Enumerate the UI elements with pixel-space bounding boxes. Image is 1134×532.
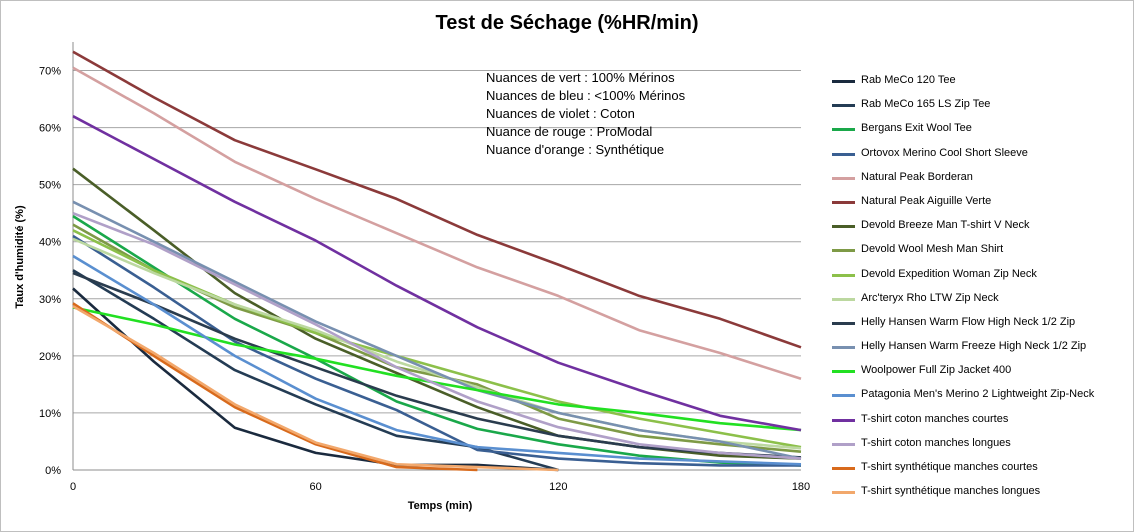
annotation-line: Nuances de bleu : <100% Mérinos [486, 88, 686, 103]
legend-swatch [832, 225, 855, 229]
legend-item: Helly Hansen Warm Flow High Neck 1/2 Zip [830, 315, 1130, 339]
x-axis-label: Temps (min) [407, 500, 473, 512]
series-line [72, 302, 478, 472]
x-tick-label: 180 [792, 481, 810, 493]
y-tick-label: 30% [39, 294, 61, 306]
annotation-line: Nuances de vert : 100% Mérinos [486, 70, 675, 85]
legend-label: Devold Expedition Woman Zip Neck [861, 267, 1037, 280]
legend-swatch [832, 80, 855, 83]
legend-item: Devold Breeze Man T-shirt V Neck [830, 218, 1130, 242]
series-line [72, 234, 801, 467]
legend-label: Bergans Exit Wool Tee [861, 122, 972, 135]
series-lines [72, 50, 802, 472]
series-line [72, 306, 802, 432]
legend-swatch [832, 273, 855, 277]
legend-swatch [832, 491, 855, 495]
legend-swatch [832, 346, 855, 350]
y-axis-label: Taux d'humidité (%) [14, 205, 26, 309]
legend-label: Devold Wool Mesh Man Shirt [861, 243, 1004, 256]
annotation-line: Nuance d'orange : Synthétique [486, 142, 665, 157]
legend-item: Natural Peak Borderan [830, 170, 1130, 194]
series-line [72, 115, 802, 432]
legend-swatch [832, 128, 855, 132]
y-tick-label: 60% [39, 123, 61, 135]
legend-label: Helly Hansen Warm Freeze High Neck 1/2 Z… [861, 340, 1087, 353]
legend-label: Woolpower Full Zip Jacket 400 [861, 364, 1012, 377]
legend-label: T-shirt coton manches courtes [861, 412, 1009, 425]
legend-label: Patagonia Men's Merino 2 Lightweight Zip… [861, 388, 1095, 401]
y-tick-label: 40% [39, 237, 61, 249]
legend-swatch [832, 297, 855, 301]
y-tick-label: 70% [39, 66, 61, 78]
legend-swatch [832, 467, 855, 470]
legend-item: Natural Peak Aiguille Verte [830, 194, 1130, 218]
legend: Rab MeCo 120 Tee Rab MeCo 165 LS Zip Tee B… [830, 73, 1130, 508]
x-tick-label: 0 [70, 481, 76, 493]
legend-swatch [832, 321, 855, 325]
legend-label: Natural Peak Borderan [861, 170, 973, 183]
legend-item: T-shirt synthétique manches longues [830, 484, 1130, 508]
legend-label: Ortovox Merino Cool Short Sleeve [861, 146, 1028, 159]
legend-swatch [832, 152, 855, 156]
legend-item: Helly Hansen Warm Freeze High Neck 1/2 Z… [830, 339, 1130, 363]
series-line [72, 50, 802, 349]
series-line [72, 271, 802, 459]
annotation-line: Nuances de violet : Coton [486, 106, 635, 121]
legend-item: Devold Wool Mesh Man Shirt [830, 242, 1130, 266]
annotation-line: Nuance de rouge : ProModal [486, 124, 653, 139]
y-tick-label: 0% [45, 465, 61, 477]
legend-label: Rab MeCo 165 LS Zip Tee [861, 98, 991, 111]
legend-item: Rab MeCo 165 LS Zip Tee [830, 97, 1130, 121]
legend-swatch [832, 394, 855, 398]
legend-label: T-shirt synthétique manches courtes [861, 461, 1038, 473]
legend-item: Patagonia Men's Merino 2 Lightweight Zip… [830, 387, 1130, 411]
legend-swatch [832, 249, 855, 253]
legend-label: Rab MeCo 120 Tee [861, 74, 956, 86]
y-tick-label: 50% [39, 180, 61, 192]
legend-item: Rab MeCo 120 Tee [830, 73, 1130, 97]
series-line [72, 229, 802, 449]
series-line [72, 287, 559, 472]
legend-item: T-shirt coton manches courtes [830, 412, 1130, 436]
series-line [72, 66, 802, 380]
chart-title: Test de Séchage (%HR/min) [435, 12, 699, 34]
legend-item: Ortovox Merino Cool Short Sleeve [830, 146, 1130, 170]
legend-item: Woolpower Full Zip Jacket 400 [830, 363, 1130, 387]
legend-label: Helly Hansen Warm Flow High Neck 1/2 Zip [861, 315, 1076, 328]
legend-item: Bergans Exit Wool Tee [830, 121, 1130, 145]
color-key-annotation: Nuances de vert : 100% Mérinos Nuances d… [486, 69, 685, 159]
legend-item: T-shirt coton manches longues [830, 436, 1130, 460]
legend-label: T-shirt coton manches longues [861, 436, 1011, 449]
legend-label: Arc'teryx Rho LTW Zip Neck [861, 291, 999, 304]
legend-label: T-shirt synthétique manches longues [861, 485, 1041, 498]
legend-swatch [832, 418, 855, 422]
legend-swatch [832, 442, 855, 446]
x-tick-label: 120 [549, 481, 567, 493]
legend-item: Devold Expedition Woman Zip Neck [830, 267, 1130, 291]
series-line [72, 254, 802, 466]
series-line [72, 200, 802, 460]
tick-labels: 0% 10% 20% 30% 40% 50% 60% 70% 0 60 120 180 [39, 66, 810, 493]
x-tick-label: 60 [310, 481, 322, 493]
gridlines [73, 70, 801, 414]
legend-swatch [832, 370, 855, 374]
y-tick-label: 20% [39, 351, 61, 363]
legend-label: Natural Peak Aiguille Verte [861, 194, 992, 207]
legend-swatch [832, 176, 855, 180]
legend-item: T-shirt synthétique manches courtes [830, 460, 1130, 484]
y-tick-label: 10% [39, 408, 61, 420]
legend-swatch [832, 104, 855, 108]
legend-swatch [832, 200, 855, 204]
series-line [72, 305, 559, 472]
series-line [72, 237, 802, 450]
series-line [72, 211, 802, 460]
legend-label: Devold Breeze Man T-shirt V Neck [861, 219, 1030, 232]
legend-item: Arc'teryx Rho LTW Zip Neck [830, 291, 1130, 315]
